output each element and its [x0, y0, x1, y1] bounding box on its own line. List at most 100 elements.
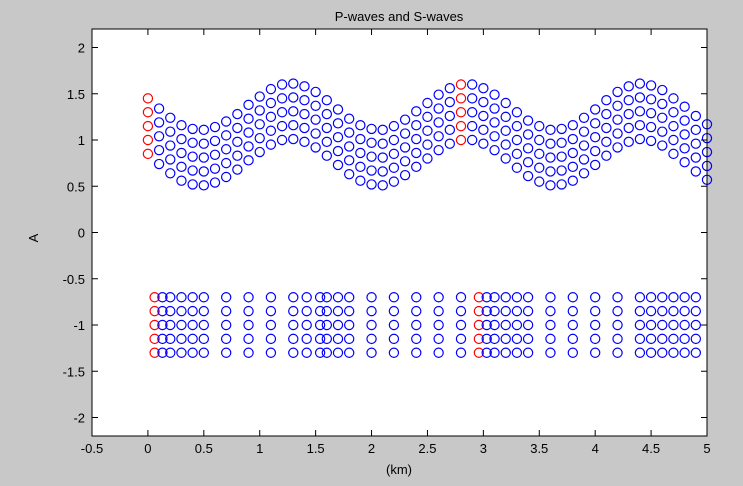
s-wave-point: [679, 292, 690, 303]
s-wave-point: [149, 292, 160, 303]
s-wave-point: [187, 319, 198, 331]
p-wave-point: [153, 117, 165, 128]
p-wave-point: [466, 120, 478, 132]
axes-frame: [91, 28, 708, 437]
p-wave-point: [489, 117, 500, 128]
p-wave-point: [299, 81, 310, 92]
p-wave-point: [142, 120, 154, 132]
p-wave-point: [165, 140, 176, 151]
s-wave-point: [589, 292, 601, 303]
p-wave-point: [679, 143, 690, 154]
p-wave-point: [668, 148, 679, 160]
p-wave-point: [422, 111, 433, 123]
p-wave-point: [511, 148, 523, 160]
p-wave-point: [288, 119, 299, 131]
p-wave-point: [176, 147, 187, 159]
p-wave-point: [466, 134, 478, 146]
p-wave-point: [668, 134, 679, 146]
p-wave-point: [455, 107, 467, 118]
s-wave-point: [243, 292, 254, 303]
p-wave-point: [556, 123, 567, 135]
s-wave-point: [489, 347, 500, 358]
p-wave-point: [265, 83, 277, 95]
p-wave-point: [612, 86, 623, 98]
s-wave-point: [301, 347, 312, 358]
s-wave-point: [388, 347, 400, 358]
s-wave-point: [220, 319, 232, 331]
s-wave-point: [265, 347, 277, 358]
p-wave-point: [444, 110, 456, 122]
p-wave-point: [220, 171, 232, 183]
p-wave-point: [399, 128, 411, 139]
p-wave-point: [254, 132, 265, 144]
p-wave-point: [522, 115, 534, 126]
p-wave-point: [478, 110, 489, 122]
p-wave-point: [366, 179, 377, 190]
p-wave-point: [489, 103, 500, 114]
s-wave-point: [612, 333, 623, 345]
p-wave-point: [411, 147, 422, 159]
p-wave-point: [422, 153, 433, 164]
p-wave-point: [153, 131, 165, 142]
p-wave-point: [612, 100, 623, 111]
x-tick-label: 5: [703, 441, 710, 456]
p-wave-point: [634, 119, 646, 131]
p-wave-point: [198, 166, 210, 177]
p-wave-point: [310, 114, 321, 125]
s-wave-point: [634, 292, 646, 303]
s-wave-point: [198, 319, 210, 331]
p-wave-point: [411, 161, 422, 173]
p-wave-point: [500, 139, 511, 150]
p-wave-point: [612, 142, 623, 153]
s-wave-point: [265, 319, 277, 331]
p-wave-point: [634, 133, 646, 145]
p-wave-point: [511, 120, 523, 132]
p-wave-point: [377, 166, 388, 177]
p-wave-point: [567, 147, 579, 159]
y-tick-label: 1: [78, 133, 85, 148]
s-wave-point: [589, 333, 601, 345]
p-wave-point: [422, 97, 433, 109]
s-wave-point: [589, 319, 601, 331]
p-wave-point: [299, 136, 310, 148]
p-wave-point: [455, 120, 467, 132]
s-wave-point: [668, 319, 679, 331]
s-wave-point: [455, 333, 467, 345]
p-wave-point: [366, 165, 377, 176]
p-wave-point: [556, 151, 567, 162]
p-wave-point: [198, 180, 210, 191]
p-wave-point: [232, 164, 243, 175]
s-wave-point: [321, 347, 333, 358]
p-wave-point: [310, 128, 321, 139]
p-wave-point: [534, 162, 545, 173]
p-wave-point: [657, 84, 668, 96]
p-wave-point: [220, 116, 232, 127]
s-wave-point: [473, 292, 485, 303]
s-wave-point: [265, 292, 277, 303]
p-wave-point: [623, 108, 634, 120]
s-wave-point: [265, 333, 277, 345]
s-wave-point: [433, 319, 444, 331]
p-wave-point: [220, 130, 232, 141]
p-wave-point: [321, 136, 333, 148]
s-wave-point: [220, 292, 232, 303]
x-tick-label: 0.5: [195, 441, 213, 456]
s-wave-point: [500, 333, 511, 345]
p-wave-point: [276, 120, 288, 132]
p-wave-point: [176, 119, 187, 131]
p-wave-point: [377, 138, 388, 149]
p-wave-point: [657, 126, 668, 137]
p-wave-point: [466, 107, 478, 118]
s-wave-point: [690, 319, 702, 331]
p-wave-point: [444, 124, 456, 136]
p-wave-point: [668, 93, 679, 104]
p-wave-point: [511, 107, 523, 118]
s-wave-point: [567, 319, 579, 331]
p-wave-point: [433, 103, 444, 114]
p-wave-point: [478, 124, 489, 136]
s-wave-point: [612, 305, 623, 317]
s-wave-point: [314, 347, 326, 358]
y-axis-label: A: [26, 233, 41, 242]
p-wave-point: [332, 104, 344, 115]
s-wave-point: [455, 319, 467, 331]
